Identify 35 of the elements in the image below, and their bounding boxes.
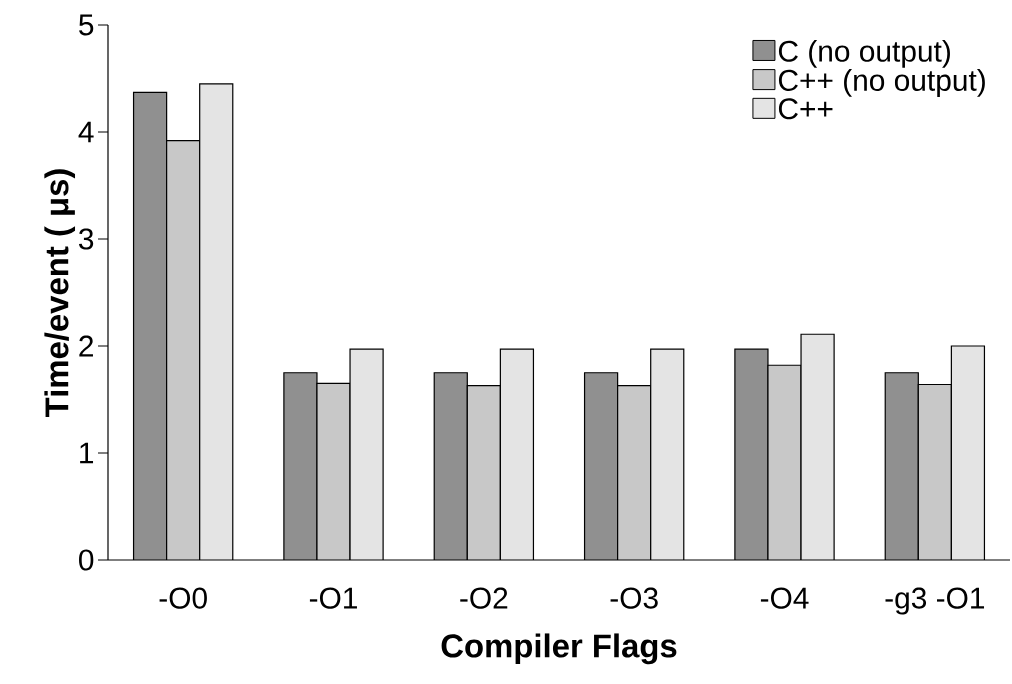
x-tick-label: -O3 xyxy=(610,587,658,609)
legend-label: C (no output) xyxy=(778,39,950,68)
x-tick-label: -O4 xyxy=(760,587,809,609)
bar xyxy=(801,334,835,560)
bar xyxy=(734,349,768,560)
x-axis-title: Compiler Flags xyxy=(441,633,677,665)
bar xyxy=(884,372,919,560)
legend-label: C++ (no output) xyxy=(778,69,985,97)
y-tick-label: 1 xyxy=(80,442,94,464)
x-tick-label: -g3 -O1 xyxy=(885,587,985,615)
bar xyxy=(650,349,684,560)
bar xyxy=(316,383,351,560)
bar xyxy=(617,385,651,560)
bar xyxy=(434,372,468,560)
legend-label: C++ xyxy=(778,98,833,120)
y-tick-label: 2 xyxy=(79,335,93,357)
bar xyxy=(584,372,618,560)
bar xyxy=(166,140,200,560)
bar xyxy=(767,365,802,560)
bar xyxy=(350,349,384,560)
y-axis-title: Time/event ( μs) xyxy=(44,169,76,417)
bar xyxy=(133,92,167,560)
y-tick-label: 4 xyxy=(78,121,94,143)
x-tick-label: -O2 xyxy=(460,587,508,609)
y-tick-label: 5 xyxy=(79,14,94,36)
bar xyxy=(283,372,317,560)
bar xyxy=(950,345,986,560)
x-tick-label: -O0 xyxy=(159,587,207,609)
bar xyxy=(500,349,534,560)
x-tick-label: -O1 xyxy=(309,587,357,609)
bar xyxy=(199,83,233,560)
y-tick-label: 0 xyxy=(79,549,94,571)
y-tick-label: 3 xyxy=(79,228,94,250)
bar xyxy=(467,385,501,560)
bar xyxy=(917,383,952,560)
